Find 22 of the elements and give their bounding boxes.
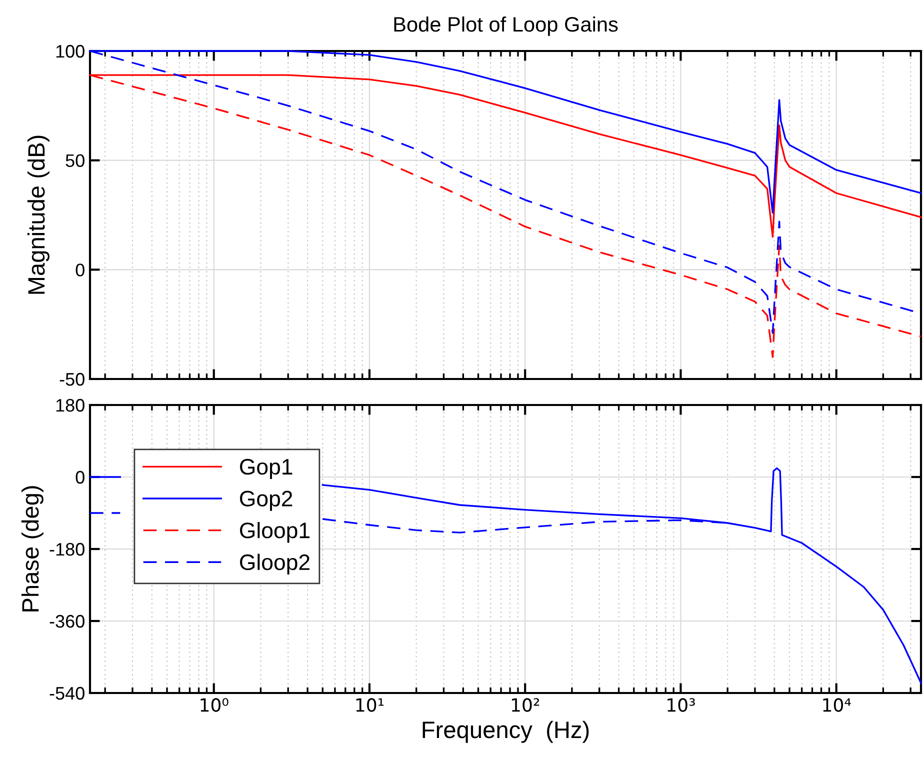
y-tick-label: 0 [76, 264, 84, 276]
y-tick-label: -180 [50, 542, 84, 556]
x-tick-label: 10⁰ [200, 698, 228, 712]
y-tick-label: 100 [56, 44, 84, 58]
y-tick-label: -540 [50, 686, 84, 700]
legend-label: Gop2 [240, 490, 292, 511]
y-axis-title: Magnitude (dB) [27, 136, 50, 294]
x-axis-title: Frequency (Hz) [422, 720, 589, 743]
y-axis-title: Phase (deg) [21, 486, 44, 612]
chart-title: Bode Plot of Loop Gains [394, 16, 618, 36]
y-tick-label: 180 [56, 398, 84, 412]
legend-label: Gop1 [240, 458, 292, 480]
x-tick-label: 10² [512, 698, 540, 712]
legend-label: Gloop1 [240, 522, 310, 543]
legend-label: Gloop2 [240, 554, 310, 575]
x-tick-label: 10¹ [356, 698, 384, 712]
x-tick-label: 10⁴ [823, 698, 851, 712]
y-tick-label: 50 [66, 154, 84, 168]
y-tick-label: 0 [76, 470, 84, 484]
y-tick-label: -360 [50, 614, 84, 628]
y-tick-label: -50 [60, 372, 84, 386]
x-tick-label: 10³ [668, 698, 695, 712]
